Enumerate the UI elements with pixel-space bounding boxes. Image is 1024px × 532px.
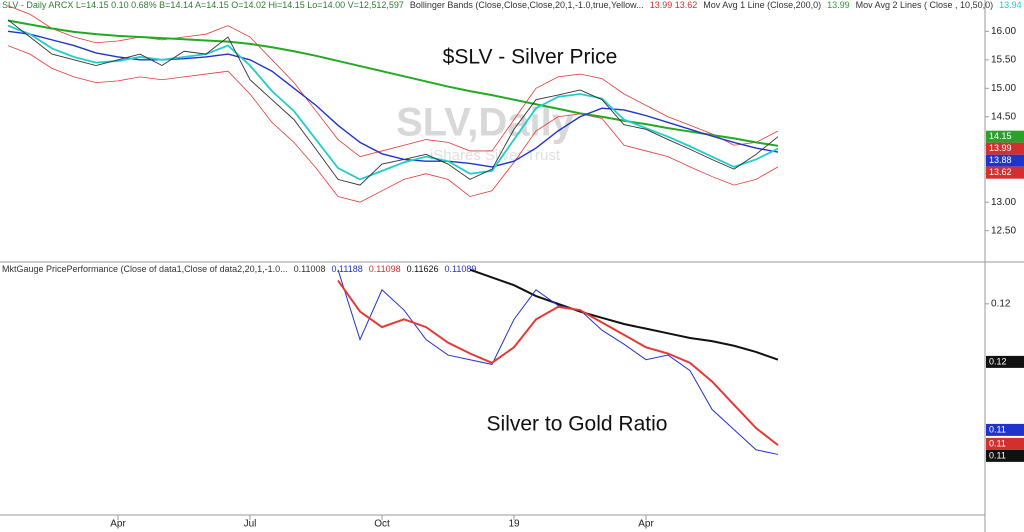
price-flag: [986, 142, 1024, 155]
series-line: [7, 24, 779, 181]
y-tick-label: 16.00: [991, 26, 1016, 37]
price-flag-label: 14.15: [989, 131, 1012, 141]
y-tick-label: 0.12: [991, 298, 1011, 309]
annotation: Silver to Gold Ratio: [487, 413, 668, 436]
header-part: 13.99: [827, 0, 850, 10]
x-tick-label: Jul: [244, 519, 257, 530]
price-flag: [986, 130, 1024, 143]
header-part: MktGauge PricePerformance (Close of data…: [2, 264, 288, 274]
header-text: SLV - Daily ARCX L=14.15 0.10 0.68% B=14…: [2, 0, 1024, 10]
y-tick-label: 14.50: [991, 111, 1016, 122]
header-part: 0.11188: [332, 264, 363, 274]
watermark-subtitle: iShares Silver Trust: [430, 147, 561, 164]
x-tick-label: Apr: [110, 519, 126, 530]
price-flag-label: 0.11: [989, 450, 1006, 460]
price-flag-label: 13.62: [989, 167, 1012, 177]
series-line: [337, 269, 779, 455]
watermark: SLV,Daily: [396, 101, 575, 145]
price-flag-label: 0.12: [989, 356, 1007, 366]
price-flag: [986, 437, 1024, 450]
x-tick-label: Oct: [374, 519, 390, 530]
header: MktGauge PricePerformance (Close of data…: [2, 264, 476, 274]
header-part: Mov Avg 1 Line (Close,200,0): [703, 0, 821, 10]
price-flag: [986, 449, 1024, 462]
y-tick-label: 13.00: [991, 197, 1016, 208]
series-line: [7, 19, 779, 147]
price-flag-label: 0.11: [989, 438, 1006, 448]
price-flag-label: 13.99: [989, 143, 1012, 153]
price-flag-label: 13.88: [989, 155, 1012, 165]
series-line: [337, 279, 779, 446]
series-line: [7, 45, 779, 203]
x-tick-label: Apr: [638, 519, 654, 530]
price-flag: [986, 154, 1024, 167]
header-part: 0.11626: [407, 264, 439, 274]
series-line: [7, 19, 779, 186]
y-tick-label: 15.00: [991, 83, 1016, 94]
x-tick-label: 19: [508, 519, 520, 530]
series-line: [7, 30, 779, 168]
y-tick-label: 12.50: [991, 225, 1016, 236]
header-part: SLV - Daily ARCX L=14.15 0.10 0.68% B=14…: [2, 0, 404, 10]
header-part: 13.99 13.62: [650, 0, 698, 10]
series-line: [469, 268, 779, 361]
header-part: 13.94: [999, 0, 1022, 10]
header-part: 0.11089: [444, 264, 476, 274]
header-part: Bollinger Bands (Close,Close,Close,20,1,…: [410, 0, 644, 10]
price-flag: [986, 166, 1024, 179]
price-flag-label: 0.11: [989, 424, 1006, 434]
price-flag: [986, 423, 1024, 436]
header-part: 0.11008: [294, 264, 326, 274]
annotation: $SLV - Silver Price: [443, 46, 618, 69]
y-tick-label: 15.50: [991, 54, 1016, 65]
header-part: 0.11098: [369, 264, 401, 274]
header-text: MktGauge PricePerformance (Close of data…: [2, 264, 476, 274]
header: SLV - Daily ARCX L=14.15 0.10 0.68% B=14…: [2, 0, 1024, 10]
header-part: Mov Avg 2 Lines ( Close , 10,50,0): [856, 0, 993, 10]
price-flag: [986, 355, 1024, 368]
